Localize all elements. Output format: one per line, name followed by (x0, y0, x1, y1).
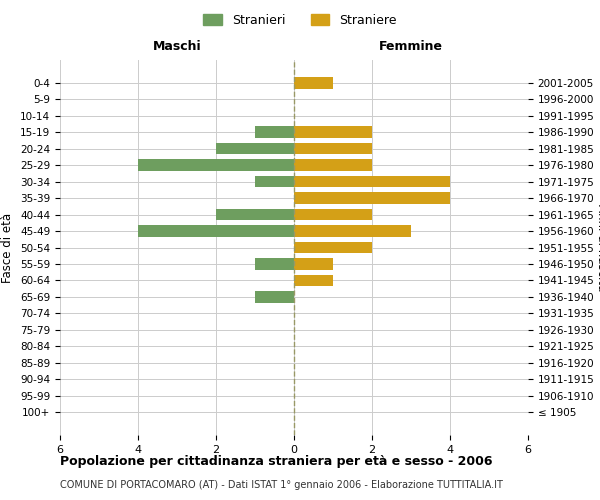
Bar (255, 258, 294, 270)
Bar (294, 176, 450, 188)
Text: Femmine: Femmine (379, 40, 443, 53)
Bar (216, 143, 294, 154)
Bar (294, 192, 450, 204)
Bar (294, 77, 333, 88)
Text: Popolazione per cittadinanza straniera per età e sesso - 2006: Popolazione per cittadinanza straniera p… (60, 455, 493, 468)
Bar (216, 209, 294, 220)
Bar (138, 160, 294, 171)
Legend: Stranieri, Straniere: Stranieri, Straniere (198, 8, 402, 32)
Bar (255, 291, 294, 302)
Text: COMUNE DI PORTACOMARO (AT) - Dati ISTAT 1° gennaio 2006 - Elaborazione TUTTITALI: COMUNE DI PORTACOMARO (AT) - Dati ISTAT … (60, 480, 503, 490)
Bar (294, 258, 333, 270)
Bar (138, 226, 294, 237)
Text: Maschi: Maschi (152, 40, 202, 53)
Bar (294, 126, 372, 138)
Bar (294, 226, 411, 237)
Bar (294, 242, 372, 254)
Y-axis label: Anni di nascita: Anni di nascita (595, 204, 600, 291)
Y-axis label: Fasce di età: Fasce di età (1, 212, 14, 282)
Bar (294, 209, 372, 220)
Bar (294, 143, 372, 154)
Bar (294, 160, 372, 171)
Bar (294, 274, 333, 286)
Bar (255, 126, 294, 138)
Bar (255, 176, 294, 188)
